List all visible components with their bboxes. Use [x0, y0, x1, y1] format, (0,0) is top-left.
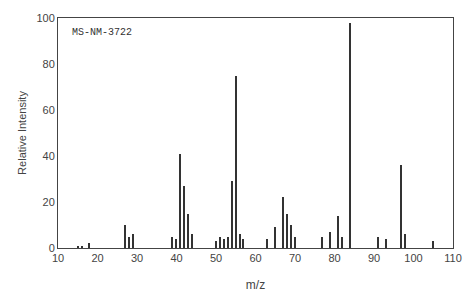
svg-text:80: 80 [43, 58, 55, 70]
svg-text:Relative Intensity: Relative Intensity [16, 91, 28, 175]
svg-text:60: 60 [43, 104, 55, 116]
svg-text:40: 40 [43, 150, 55, 162]
svg-text:m/z: m/z [246, 278, 265, 292]
svg-text:20: 20 [43, 196, 55, 208]
svg-text:10: 10 [52, 252, 64, 264]
svg-text:80: 80 [328, 252, 340, 264]
svg-text:30: 30 [131, 252, 143, 264]
svg-text:50: 50 [210, 252, 222, 264]
svg-text:60: 60 [249, 252, 261, 264]
svg-text:MS-NM-3722: MS-NM-3722 [72, 27, 132, 38]
svg-text:20: 20 [91, 252, 103, 264]
svg-text:0: 0 [49, 242, 55, 254]
svg-text:100: 100 [404, 252, 422, 264]
svg-text:110: 110 [444, 252, 462, 264]
svg-text:100: 100 [36, 12, 54, 24]
svg-text:90: 90 [368, 252, 380, 264]
svg-text:40: 40 [170, 252, 182, 264]
svg-text:70: 70 [289, 252, 301, 264]
